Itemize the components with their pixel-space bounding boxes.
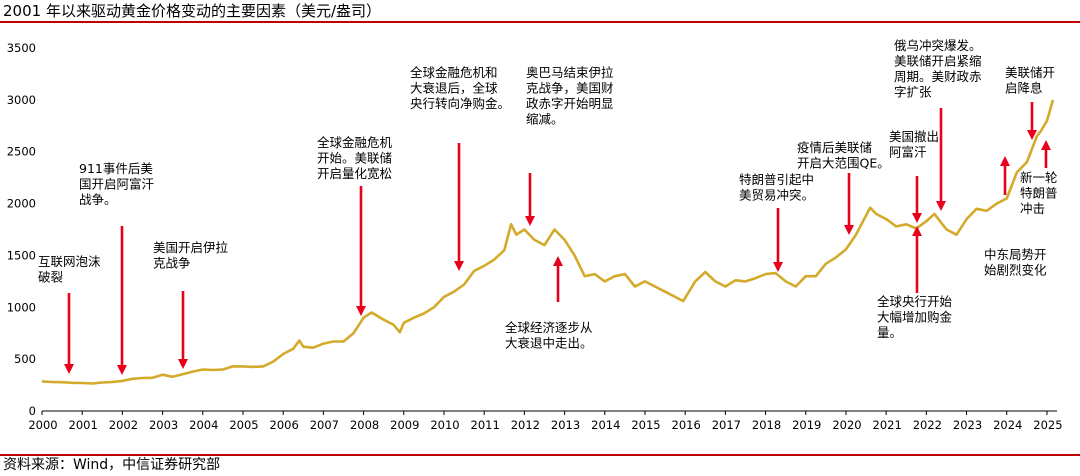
x-tick-label: 2024 (993, 418, 1022, 432)
event-arrows (64, 102, 1051, 375)
annotation-line: 美联储开 (1005, 65, 1055, 80)
x-tick-label: 2007 (310, 418, 339, 432)
price-series (41, 99, 1055, 385)
annotation-line: 大衰退中走出。 (505, 336, 593, 351)
annotation-line: 阿富汗 (889, 145, 927, 160)
x-tick-label: 2022 (913, 418, 942, 432)
x-tick-label: 2013 (551, 418, 580, 432)
annotation-line: 全球央行开始 (877, 294, 953, 309)
annotation-line: 政赤字开始明显 (526, 96, 614, 111)
footer-divider (0, 454, 1080, 456)
annotation-line: 美国撤出 (889, 129, 939, 144)
annotation-line: 始剧烈变化 (984, 263, 1047, 278)
x-tick-label: 2008 (350, 418, 379, 432)
annotation-line: 疫情后美联储 (797, 140, 872, 155)
x-tick-label: 2023 (953, 418, 982, 432)
annotation-line: 美贸易冲突。 (739, 188, 814, 203)
annotation-line: 奥巴马结束伊拉 (526, 65, 614, 80)
x-tick-label: 2001 (69, 418, 98, 432)
y-tick-label: 1000 (7, 300, 36, 314)
x-tick-label: 2005 (229, 418, 258, 432)
x-tick-label: 2019 (792, 418, 821, 432)
gold-price-chart: 0 500 1000 1500 2000 2500 3000 3500 2000 2001 2002… (7, 38, 1063, 432)
annotation-line: 特朗普 (1020, 186, 1058, 201)
annotation-line: 中东局势开 (984, 247, 1047, 262)
x-tick-label: 2009 (390, 418, 419, 432)
x-tick-label: 2002 (109, 418, 138, 432)
x-tick-label: 2014 (591, 418, 620, 432)
annotation-line: 缩减。 (526, 112, 564, 127)
annotation-line: 量。 (877, 325, 902, 340)
x-tick-label: 2003 (149, 418, 178, 432)
annotation-line: 央行转向净购金。 (410, 96, 510, 111)
annotation-line: 新一轮 (1020, 170, 1058, 185)
x-tick-label: 2010 (430, 418, 459, 432)
source-note: 资料来源：Wind，中信证券研究部 (3, 457, 221, 473)
y-tick-label: 3500 (7, 41, 36, 55)
x-tick-label: 2017 (712, 418, 741, 432)
y-tick-label: 1500 (7, 248, 36, 262)
annotation-line: 911事件后美 (79, 161, 153, 176)
x-tick-label: 2018 (752, 418, 781, 432)
annotation-line: 国开启阿富汗 (79, 177, 154, 192)
annotation-line: 冲击 (1020, 201, 1045, 216)
annotation-line: 启降息 (1005, 81, 1043, 96)
annotation-line: 俄乌冲突爆发。 (894, 38, 982, 53)
axes: 0 500 1000 1500 2000 2500 3000 3500 2000 2001 2002… (7, 41, 1063, 432)
annotation-line: 特朗普引起中 (739, 172, 814, 187)
annotation-line: 大衰退后，全球 (410, 81, 498, 96)
annotation-line: 美联储开启紧缩 (894, 54, 982, 69)
x-tick-label: 2004 (189, 418, 218, 432)
annotation-line: 开启大范围QE。 (797, 156, 890, 171)
y-tick-label: 2500 (7, 145, 36, 159)
y-tick-label: 0 (29, 404, 36, 418)
annotation-line: 周期。美财政赤 (894, 69, 982, 84)
y-tick-label: 500 (14, 352, 36, 366)
annotation-line: 开启量化宽松 (317, 166, 392, 181)
annotation-line: 克战争，美国财 (526, 81, 614, 96)
x-tick-label: 2006 (270, 418, 299, 432)
annotation-line: 破裂 (38, 270, 63, 285)
annotation-line: 字扩张 (894, 85, 932, 100)
annotation-line: 战争。 (79, 192, 117, 207)
annotation-line: 开始。美联储 (317, 151, 392, 166)
x-tick-label: 2025 (1033, 418, 1062, 432)
page-title: 2001 年以来驱动黄金价格变动的主要因素（美元/盎司） (3, 2, 381, 20)
annotation-line: 克战争 (153, 256, 191, 271)
gold-price-line (41, 99, 1055, 385)
x-tick-label: 2011 (471, 418, 500, 432)
annotation-line: 全球经济逐步从 (505, 320, 593, 335)
title-divider (0, 21, 1080, 23)
annotation-line: 互联网泡沫 (38, 254, 101, 269)
x-tick-label: 2012 (511, 418, 540, 432)
y-tick-label: 2000 (7, 197, 36, 211)
annotation-line: 大幅增加购金 (877, 310, 953, 325)
annotation-line: 美国开启伊拉 (153, 240, 229, 255)
x-tick-label: 2016 (672, 418, 701, 432)
x-tick-label: 2015 (631, 418, 660, 432)
y-tick-label: 3000 (7, 93, 36, 107)
x-tick-label: 2000 (28, 418, 57, 432)
x-tick-label: 2021 (873, 418, 902, 432)
annotation-line: 全球金融危机和 (410, 65, 498, 80)
annotation-line: 全球金融危机 (317, 135, 393, 150)
x-tick-label: 2020 (832, 418, 861, 432)
